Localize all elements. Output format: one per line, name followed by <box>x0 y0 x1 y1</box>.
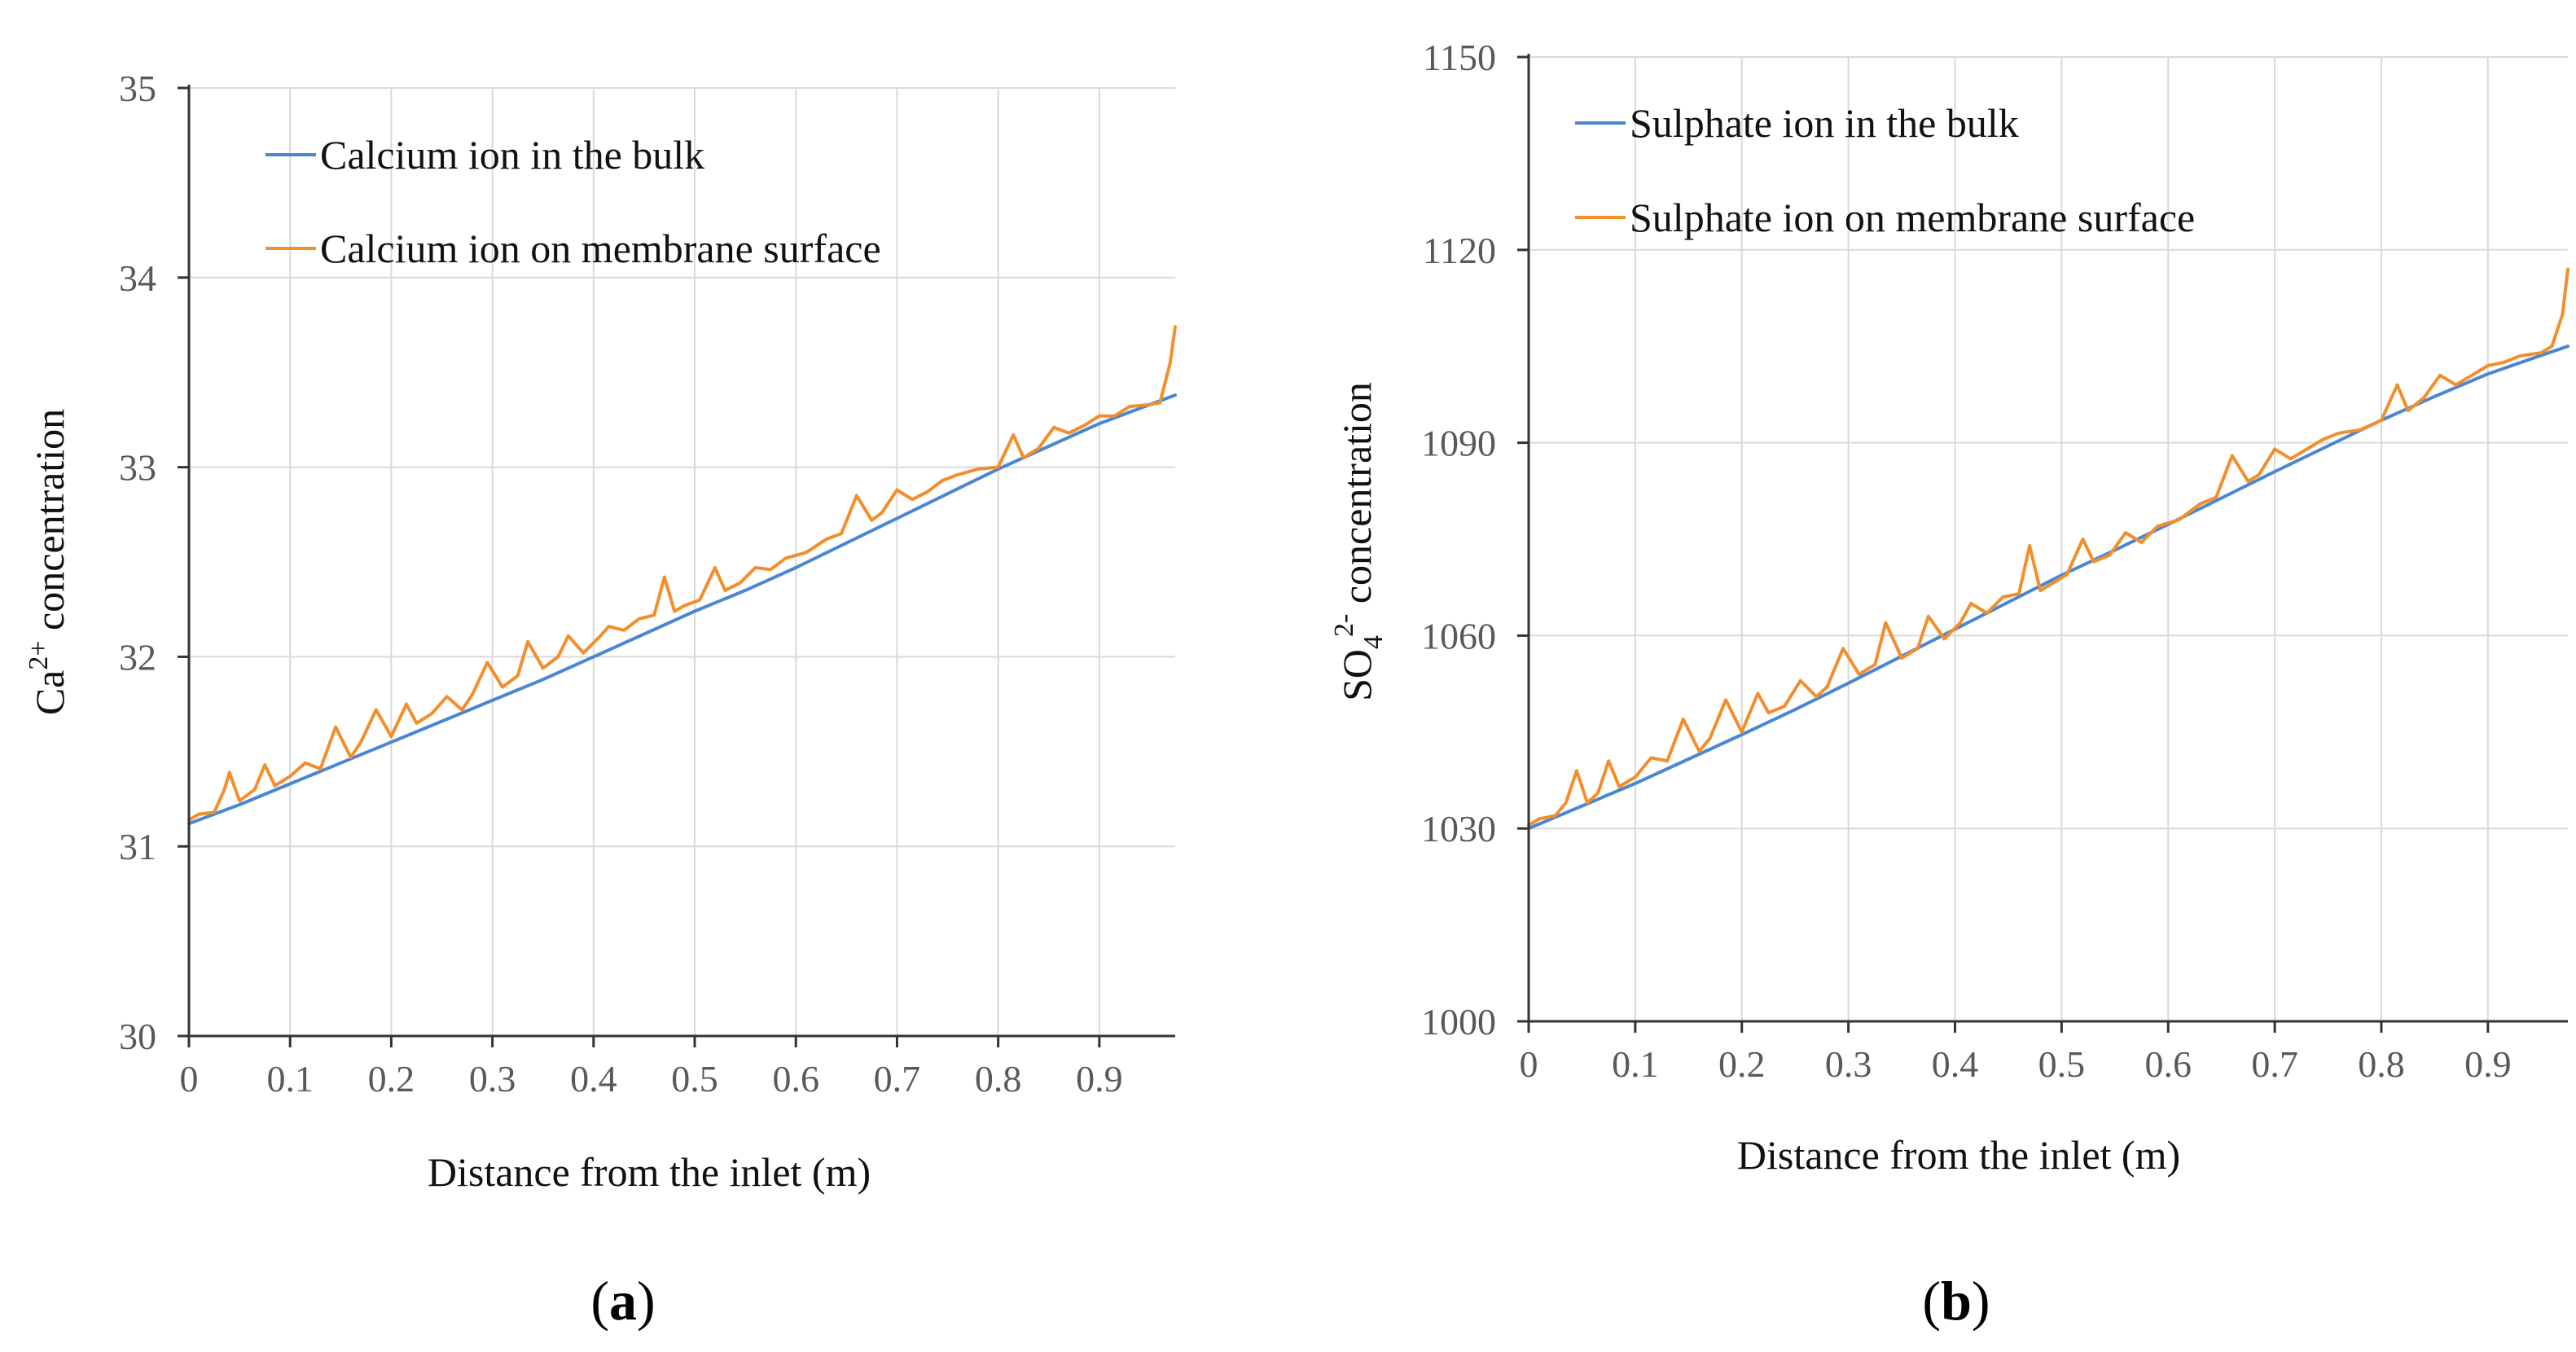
panel-a-y-tick-label-35: 35 <box>119 68 156 109</box>
panel-b-legend-label-surface: Sulphate ion on membrane surface <box>1630 195 2195 240</box>
panel-b-x-tick-label-0: 0 <box>1520 1043 1538 1085</box>
panel-b-series-surface-line <box>1527 267 2569 827</box>
panel-a-x-tick-label-0.4: 0.4 <box>570 1058 617 1100</box>
panel-b-y-axis-title-subscript: 4 <box>1358 635 1389 649</box>
panel-a-y-axis-title: Ca2+ concentration <box>24 409 72 715</box>
panel-a-x-tick-label-0.5: 0.5 <box>671 1058 718 1100</box>
panel-a-grid <box>189 87 1175 1036</box>
panel-b-x-tick-label-0.8: 0.8 <box>2358 1043 2405 1085</box>
panel-b-x-tick-label-0.7: 0.7 <box>2251 1043 2298 1085</box>
panel-b-axes <box>1527 54 2568 1023</box>
panel-b-y-tick-label-1150: 1150 <box>1423 37 1496 78</box>
panel-b-x-tick-label-0.2: 0.2 <box>1718 1043 1766 1085</box>
panel-a-y-axis-title-superscript: 2+ <box>24 640 54 669</box>
panel-a-x-tick-label-0.7: 0.7 <box>874 1058 921 1100</box>
panel-a-label-close-paren: ) <box>637 1270 656 1332</box>
panel-b-y-tick-label-1030: 1030 <box>1421 808 1496 849</box>
panel-b-x-tick-label-0.1: 0.1 <box>1612 1043 1659 1085</box>
panel-b-y-axis-title: SO42- concentration <box>1329 382 1389 701</box>
panel-a-label-open-paren: ( <box>590 1270 609 1332</box>
panel-b-label-letter: b <box>1941 1270 1972 1332</box>
panel-a-y-tick-label-32: 32 <box>119 636 156 678</box>
panel-a-series <box>187 325 1177 826</box>
panel-b-x-tick-label-0.5: 0.5 <box>2038 1043 2086 1085</box>
panel-a-y-tick-label-31: 31 <box>119 826 156 867</box>
panel-b-x-axis-title: Distance from the inlet (m) <box>1737 1132 2180 1178</box>
panel-b-x-tick-label-0.9: 0.9 <box>2464 1043 2512 1085</box>
panel-a-y-tick-label-33: 33 <box>119 447 156 489</box>
panel-a-x-tick-label-0: 0 <box>180 1058 199 1100</box>
panel-b-ticks: 1000 1030 1060 1090 1120 1150 0 0.1 0.2 0.3 0.4 0.5… <box>1421 37 2512 1085</box>
panel-a-legend-label-bulk: Calcium ion in the bulk <box>320 132 704 178</box>
panel-a-axes <box>187 85 1175 1038</box>
panel-b-grid <box>1529 56 2568 1021</box>
panel-b-chart: 1000 1030 1060 1090 1120 1150 0 0.1 0.2 0.3 0.4 0.5… <box>1329 37 2569 1332</box>
panel-b-x-tick-label-0.3: 0.3 <box>1825 1043 1872 1085</box>
panel-a-y-tick-label-34: 34 <box>119 257 156 299</box>
panel-b-y-tick-label-1000: 1000 <box>1421 1001 1496 1043</box>
panel-b-x-tick-label-0.6: 0.6 <box>2144 1043 2192 1085</box>
panel-a-label-letter: a <box>609 1270 637 1332</box>
panel-b-y-axis-title-main: SO <box>1334 649 1380 701</box>
panel-a-x-tick-label-0.3: 0.3 <box>469 1058 516 1100</box>
panel-a-y-axis-title-rest: concentration <box>27 409 72 641</box>
panel-b-y-tick-label-1060: 1060 <box>1421 615 1496 656</box>
panel-a-x-tick-label-0.9: 0.9 <box>1076 1058 1123 1100</box>
panel-b-label: (b) <box>1922 1270 1990 1332</box>
panel-a-legend-label-surface: Calcium ion on membrane surface <box>320 226 881 271</box>
panel-a-y-axis-title-main: Ca <box>27 670 72 716</box>
panel-b-y-axis-title-rest: concentration <box>1334 382 1380 614</box>
panel-a-legend: Calcium ion in the bulk Calcium ion on m… <box>265 132 881 271</box>
panel-a-x-tick-label-0.1: 0.1 <box>266 1058 314 1100</box>
panel-a-ticks: 30 31 32 33 34 35 0 0.1 0.2 0.3 0.4 0.5 0.6 0.7 0.8 0.9 <box>119 68 1123 1100</box>
panel-b-label-open-paren: ( <box>1922 1270 1941 1332</box>
panel-a-x-tick-label-0.2: 0.2 <box>368 1058 415 1100</box>
panel-b-x-tick-label-0.4: 0.4 <box>1932 1043 1979 1085</box>
panel-a-label: (a) <box>590 1270 655 1332</box>
panel-a-x-tick-label-0.6: 0.6 <box>772 1058 819 1100</box>
panel-a-y-tick-label-30: 30 <box>119 1016 156 1057</box>
panel-b-legend: Sulphate ion in the bulk Sulphate ion on… <box>1575 100 2195 240</box>
panel-b-label-close-paren: ) <box>1972 1270 1990 1332</box>
panel-a-series-bulk-line <box>187 393 1177 826</box>
panel-b-series <box>1527 267 2569 831</box>
panel-a-series-surface-line <box>187 325 1177 822</box>
panel-b-y-axis-title-superscript: 2- <box>1329 614 1359 637</box>
panel-a-chart: 30 31 32 33 34 35 0 0.1 0.2 0.3 0.4 0.5 0.6 0.7 0.8 0.9… <box>24 68 1177 1332</box>
panel-a-x-axis-title: Distance from the inlet (m) <box>428 1149 871 1195</box>
panel-b-y-tick-label-1120: 1120 <box>1423 230 1496 271</box>
panel-b-y-tick-label-1090: 1090 <box>1421 423 1496 464</box>
panel-b-legend-label-bulk: Sulphate ion in the bulk <box>1630 100 2019 146</box>
panel-a-x-tick-label-0.8: 0.8 <box>975 1058 1022 1100</box>
